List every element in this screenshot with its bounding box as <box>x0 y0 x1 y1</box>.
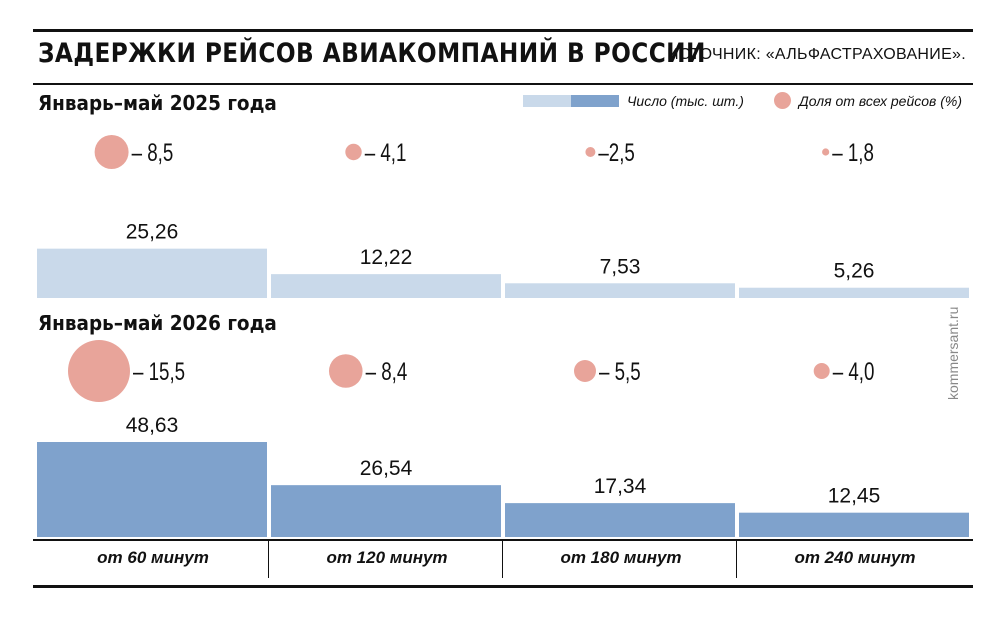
bar-2026-0 <box>37 442 267 537</box>
share-label-2025-0: – 8,5 <box>132 138 174 166</box>
share-bubble-2025-3 <box>822 148 830 156</box>
chart-source: ИСТОЧНИК: «АЛЬФАСТРАХОВАНИЕ». <box>667 46 966 63</box>
top-rule <box>33 29 973 32</box>
data-label-2025-2: 7,53 <box>600 255 641 278</box>
share-bubble-2026-2 <box>574 360 596 382</box>
legend-count-label: Число (тыс. шт.) <box>627 92 744 109</box>
share-label-2025-2: –2,5 <box>598 138 634 166</box>
data-label-2026-0: 48,63 <box>126 414 179 437</box>
bar-2026-3 <box>739 512 969 537</box>
category-label-120: от 120 минут <box>326 548 448 567</box>
chart-title: ЗАДЕРЖКИ РЕЙСОВ АВИАКОМПАНИЙ В РОССИИ <box>38 38 706 69</box>
data-label-2026-3: 12,45 <box>828 485 881 508</box>
legend-bubble-icon <box>773 92 791 109</box>
category-separator <box>268 540 269 578</box>
data-label-2025-0: 25,26 <box>126 221 179 244</box>
share-bubble-2025-2 <box>585 147 596 157</box>
legend-swatch-2026 <box>571 94 619 107</box>
period-label-2025: Январь–май 2025 года <box>38 91 277 115</box>
bar-2025-0 <box>37 248 267 298</box>
share-bubble-2026-0 <box>68 340 130 402</box>
legend-swatch-2025 <box>523 94 571 107</box>
share-bubble-2026-1 <box>328 354 363 388</box>
title-rule <box>33 83 973 85</box>
category-label-180: от 180 минут <box>560 548 682 567</box>
bar-2026-1 <box>271 485 501 537</box>
data-label-2026-1: 26,54 <box>360 457 413 480</box>
share-label-2025-3: – 1,8 <box>832 138 874 166</box>
bar-2026-2 <box>505 503 735 537</box>
legend: Число (тыс. шт.) Доля от всех рейсов (%) <box>523 92 962 109</box>
bar-2025-2 <box>505 283 735 298</box>
share-label-2026-3: – 4,0 <box>833 357 875 385</box>
share-label-2026-0: – 15,5 <box>133 357 185 385</box>
share-label-2025-1: – 4,1 <box>365 138 407 166</box>
legend-share-label: Доля от всех рейсов (%) <box>798 92 962 109</box>
data-label-2025-1: 12,22 <box>360 246 413 269</box>
share-label-2026-1: – 8,4 <box>366 357 408 385</box>
share-bubble-2026-3 <box>813 363 830 379</box>
bar-2025-3 <box>739 287 969 298</box>
data-label-2026-2: 17,34 <box>594 475 647 498</box>
axis-rule <box>33 539 973 541</box>
share-bubble-2025-0 <box>94 135 129 169</box>
category-label-240: от 240 минут <box>794 548 916 567</box>
category-separator <box>736 540 737 578</box>
category-label-60: от 60 минут <box>97 548 209 567</box>
share-label-2026-2: – 5,5 <box>599 357 641 385</box>
bottom-rule <box>33 585 973 588</box>
period-label-2026: Январь–май 2026 года <box>38 311 277 335</box>
data-label-2025-3: 5,26 <box>834 260 875 283</box>
bar-2025-1 <box>271 274 501 298</box>
category-separator <box>502 540 503 578</box>
share-bubble-2025-1 <box>345 143 362 161</box>
